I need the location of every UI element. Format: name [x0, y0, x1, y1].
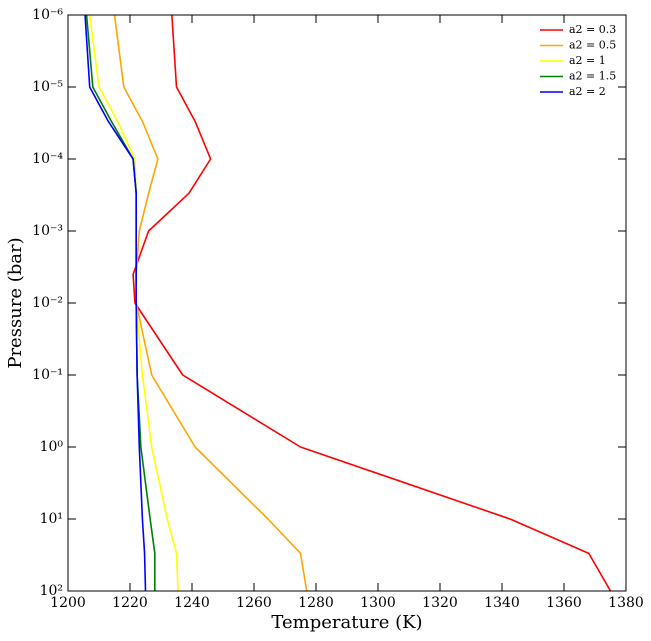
x-tick-label: 1260	[236, 595, 272, 611]
x-tick-label: 1200	[50, 595, 86, 611]
legend-label: a2 = 1.5	[569, 70, 616, 83]
y-tick-label: 10⁻⁴	[32, 151, 63, 167]
series-line	[84, 14, 147, 592]
y-axis-title: Pressure (bar)	[5, 237, 26, 368]
legend-label: a2 = 1	[569, 54, 606, 67]
x-tick-label: 1280	[298, 595, 334, 611]
y-tick-label: 10⁰	[40, 439, 64, 455]
y-tick-label: 10⁻³	[32, 223, 63, 239]
y-tick-label: 10⁻²	[32, 295, 63, 311]
y-tick-label: 10⁻¹	[32, 367, 63, 383]
y-tick-label: 10⁻⁶	[32, 7, 63, 23]
x-tick-label: 1320	[422, 595, 458, 611]
y-tick-label: 10¹	[40, 511, 63, 527]
legend-label: a2 = 0.3	[569, 23, 616, 36]
y-tick-label: 10⁻⁵	[32, 79, 63, 95]
x-tick-label: 1340	[484, 595, 520, 611]
x-axis-title: Temperature (K)	[271, 612, 422, 633]
y-tick-label: 10²	[40, 583, 63, 599]
legend-label: a2 = 2	[569, 85, 606, 98]
x-tick-label: 1380	[608, 595, 644, 611]
x-tick-label: 1300	[360, 595, 396, 611]
x-tick-label: 1220	[112, 595, 148, 611]
x-tick-label: 1360	[546, 595, 582, 611]
legend-label: a2 = 0.5	[569, 39, 616, 52]
x-tick-label: 1240	[174, 595, 210, 611]
series-line	[132, 14, 612, 592]
